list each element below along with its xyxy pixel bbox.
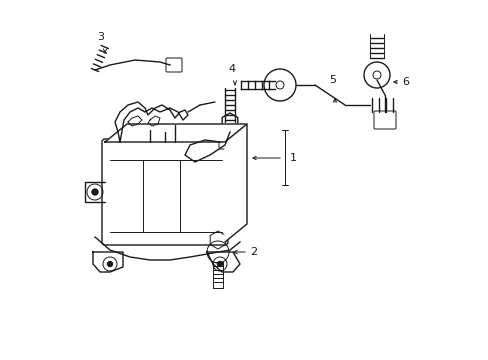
Text: 3: 3 xyxy=(97,32,104,42)
Polygon shape xyxy=(224,124,246,242)
Polygon shape xyxy=(105,124,246,142)
Circle shape xyxy=(107,261,112,266)
Text: 4: 4 xyxy=(228,64,235,74)
Text: 6: 6 xyxy=(401,77,408,87)
Circle shape xyxy=(217,261,222,266)
Circle shape xyxy=(92,189,98,195)
Text: 5: 5 xyxy=(329,75,336,85)
Text: 1: 1 xyxy=(289,153,296,163)
Text: 2: 2 xyxy=(249,247,257,257)
